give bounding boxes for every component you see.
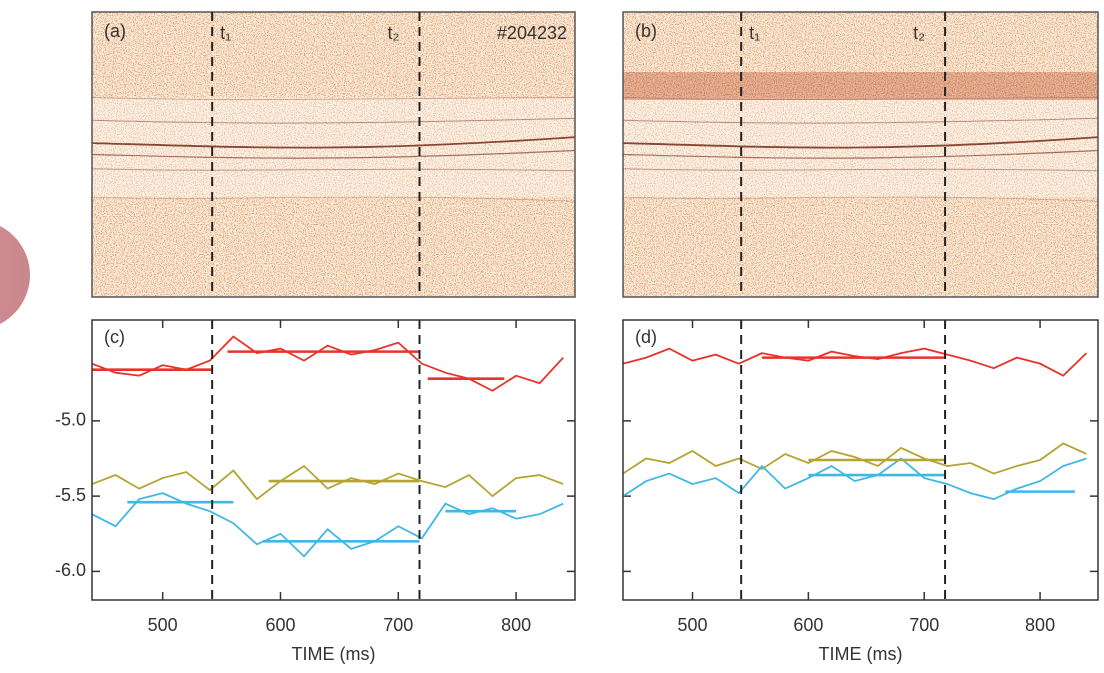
spectrogram-band [622, 97, 1099, 100]
data-line [92, 464, 564, 501]
x-tick-label: 500 [677, 615, 707, 635]
data-line [623, 442, 1087, 475]
spectrogram-band [91, 136, 576, 149]
frame [622, 319, 1099, 601]
panel-label: (b) [635, 21, 657, 41]
panel-label: (c) [104, 327, 125, 347]
data-line [623, 347, 1088, 377]
x-axis-title: TIME (ms) [819, 644, 903, 664]
marker-label: t₁ [749, 23, 760, 43]
spectrogram-band [91, 168, 576, 172]
plot-area [92, 320, 575, 600]
spectrogram-band [91, 97, 576, 100]
x-axis-title: TIME (ms) [292, 644, 376, 664]
spectrogram-band [622, 168, 1099, 172]
y-tick-label: -6.0 [55, 560, 86, 580]
marker-label: t₂ [387, 23, 399, 43]
spectrogram-band [91, 149, 576, 159]
data-line [92, 335, 564, 392]
spectrogram-band [623, 72, 1098, 100]
shot-number: #204232 [497, 23, 567, 43]
x-tick-label: 600 [265, 615, 295, 635]
x-tick-label: 700 [909, 615, 939, 635]
y-tick-label: -5.5 [55, 485, 86, 505]
marker-label: t₂ [913, 23, 925, 43]
spectrogram-band [622, 136, 1099, 149]
spectrogram-band [622, 196, 1099, 202]
spectrogram-band [91, 196, 576, 202]
x-tick-label: 600 [793, 615, 823, 635]
x-tick-label: 800 [1025, 615, 1055, 635]
decorative-circle [0, 226, 30, 324]
x-tick-label: 500 [148, 615, 178, 635]
frame [622, 11, 1099, 298]
panel-label: (d) [635, 327, 657, 347]
y-tick-label: -5.0 [55, 410, 86, 430]
frame [91, 11, 576, 298]
frame [91, 319, 576, 601]
plot-lines [623, 347, 1088, 501]
x-tick-label: 700 [383, 615, 413, 635]
spectrogram-band [91, 117, 576, 124]
spectrogram-band [622, 117, 1099, 124]
x-tick-label: 800 [501, 615, 531, 635]
panel-label: (a) [104, 21, 126, 41]
spectrogram-band [622, 149, 1099, 159]
marker-label: t₁ [220, 23, 231, 43]
plot-lines [92, 335, 564, 558]
